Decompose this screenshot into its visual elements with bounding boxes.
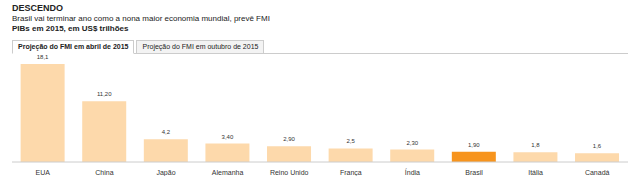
- svg-text:Japão: Japão: [156, 169, 175, 176]
- svg-text:Brasil: Brasil: [465, 169, 483, 176]
- svg-text:França: França: [340, 169, 362, 176]
- svg-text:1,90: 1,90: [468, 142, 480, 148]
- svg-text:4,2: 4,2: [162, 129, 171, 135]
- svg-text:China: China: [95, 169, 113, 176]
- svg-text:2,5: 2,5: [346, 138, 355, 144]
- svg-text:3,40: 3,40: [222, 134, 234, 140]
- svg-text:Alemanha: Alemanha: [212, 169, 244, 176]
- html-text:Projeção do FMI em outubro de: Projeção do FMI em outubro de 2015: [142, 43, 259, 50]
- html-text:Projeção do FMI em abril de 20: Projeção do FMI em abril de 2015: [18, 43, 129, 50]
- svg-text:18,1: 18,1: [37, 54, 49, 60]
- svg-text:2,30: 2,30: [406, 140, 418, 146]
- svg-text:EUA: EUA: [36, 169, 51, 176]
- svg-text:Índia: Índia: [405, 168, 420, 176]
- svg-text:Itália: Itália: [528, 169, 543, 176]
- svg-text:2,90: 2,90: [283, 136, 295, 142]
- html-text:PIBs em 2015, em US$ trilhões: PIBs em 2015, em US$ trilhões: [12, 24, 129, 33]
- html-text:DESCENDO: DESCENDO: [12, 3, 63, 13]
- svg-text:11,20: 11,20: [97, 91, 112, 97]
- svg-text:1,6: 1,6: [593, 143, 602, 149]
- html-text:Brasil vai terminar ano como a: Brasil vai terminar ano como a nona maio…: [12, 14, 270, 23]
- svg-text:Reino Unido: Reino Unido: [270, 169, 309, 176]
- svg-text:Canadá: Canadá: [585, 169, 610, 176]
- svg-text:1,8: 1,8: [531, 142, 540, 148]
